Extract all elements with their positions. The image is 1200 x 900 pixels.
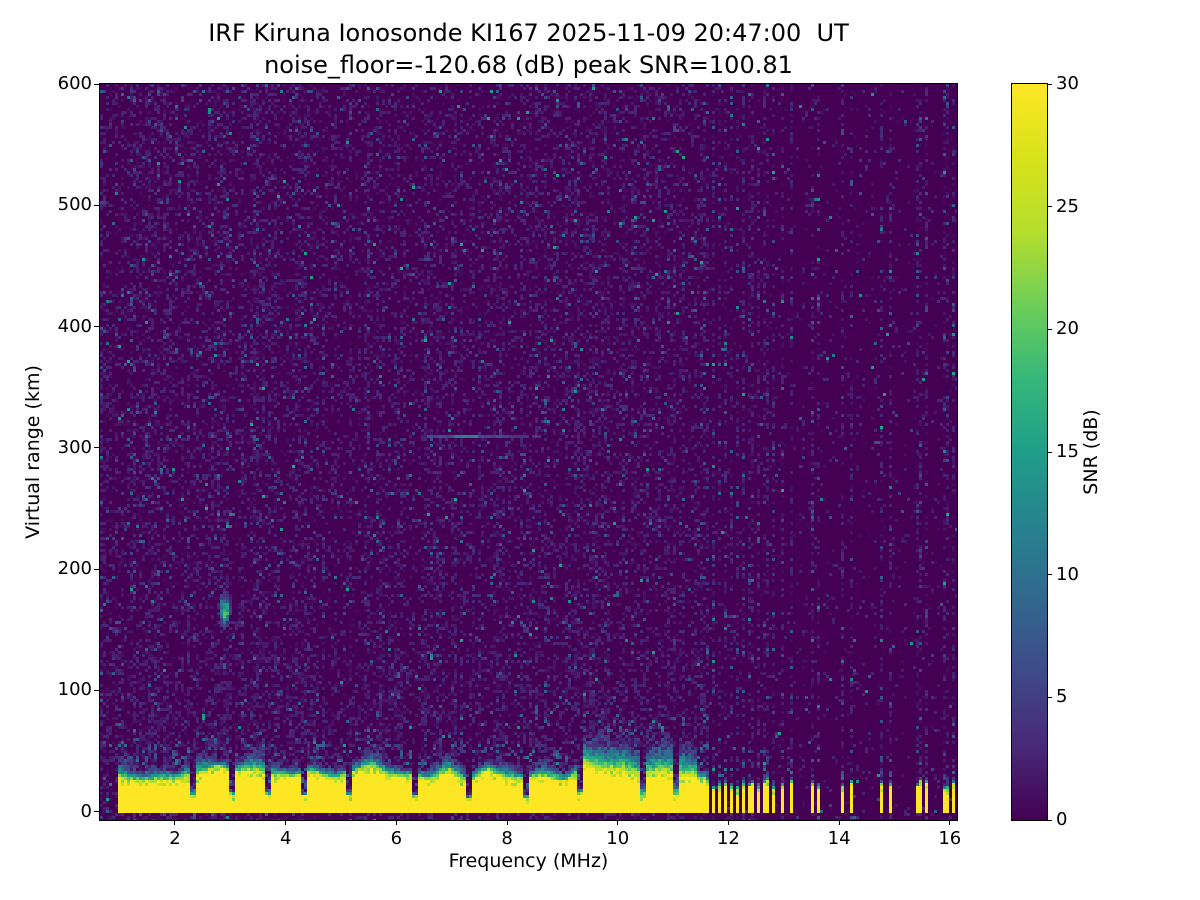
chart-title: IRF Kiruna Ionosonde KI167 2025-11-09 20… <box>208 19 849 47</box>
chart-subtitle: noise_floor=-120.68 (dB) peak SNR=100.81 <box>264 51 793 79</box>
x-tick-label: 10 <box>606 828 630 849</box>
y-tick-label: 500 <box>57 194 92 216</box>
x-axis-label: Frequency (MHz) <box>448 850 609 872</box>
colorbar-tick-label: 25 <box>1056 195 1079 217</box>
x-tick-mark <box>949 820 951 825</box>
x-tick-mark <box>174 820 176 825</box>
x-tick-mark <box>285 820 287 825</box>
x-tick-mark <box>395 820 397 825</box>
x-tick-label: 12 <box>716 828 740 849</box>
y-tick-mark <box>94 326 99 327</box>
y-tick-mark <box>94 447 99 449</box>
colorbar-tick-label: 10 <box>1056 563 1079 585</box>
heatmap-plot-area <box>99 83 958 821</box>
y-tick-label: 0 <box>80 800 92 822</box>
colorbar-tick-mark <box>1047 696 1052 698</box>
colorbar-tick-label: 20 <box>1056 318 1079 340</box>
y-tick-label: 200 <box>57 558 92 579</box>
y-tick-mark <box>94 83 99 85</box>
heatmap-canvas <box>100 84 957 820</box>
x-tick-label: 4 <box>279 828 292 849</box>
y-tick-label: 300 <box>57 436 92 458</box>
x-tick-label: 2 <box>169 828 181 849</box>
y-tick-mark <box>94 811 99 812</box>
colorbar-tick-mark <box>1047 819 1052 821</box>
colorbar <box>1011 83 1048 821</box>
x-tick-label: 6 <box>390 828 403 849</box>
y-tick-label: 400 <box>57 315 92 337</box>
colorbar-tick-mark <box>1047 451 1052 453</box>
x-tick-mark <box>838 820 840 825</box>
x-tick-mark <box>506 820 508 825</box>
y-tick-label: 600 <box>57 73 92 94</box>
x-tick-label: 14 <box>827 828 851 849</box>
colorbar-tick-mark <box>1047 328 1052 330</box>
colorbar-tick-mark <box>1047 83 1052 85</box>
x-tick-label: 16 <box>938 828 962 849</box>
colorbar-tick-label: 30 <box>1056 73 1079 94</box>
colorbar-tick-label: 5 <box>1056 686 1068 708</box>
colorbar-tick-label: 15 <box>1056 441 1079 462</box>
colorbar-tick-mark <box>1047 574 1052 576</box>
y-tick-label: 100 <box>57 679 92 701</box>
x-tick-label: 8 <box>501 828 513 849</box>
colorbar-tick-label: 0 <box>1056 809 1068 830</box>
y-tick-mark <box>94 568 99 570</box>
y-tick-mark <box>94 689 99 691</box>
x-tick-mark <box>617 820 619 825</box>
y-tick-mark <box>94 204 99 206</box>
x-tick-mark <box>727 820 729 825</box>
colorbar-tick-mark <box>1047 206 1052 208</box>
